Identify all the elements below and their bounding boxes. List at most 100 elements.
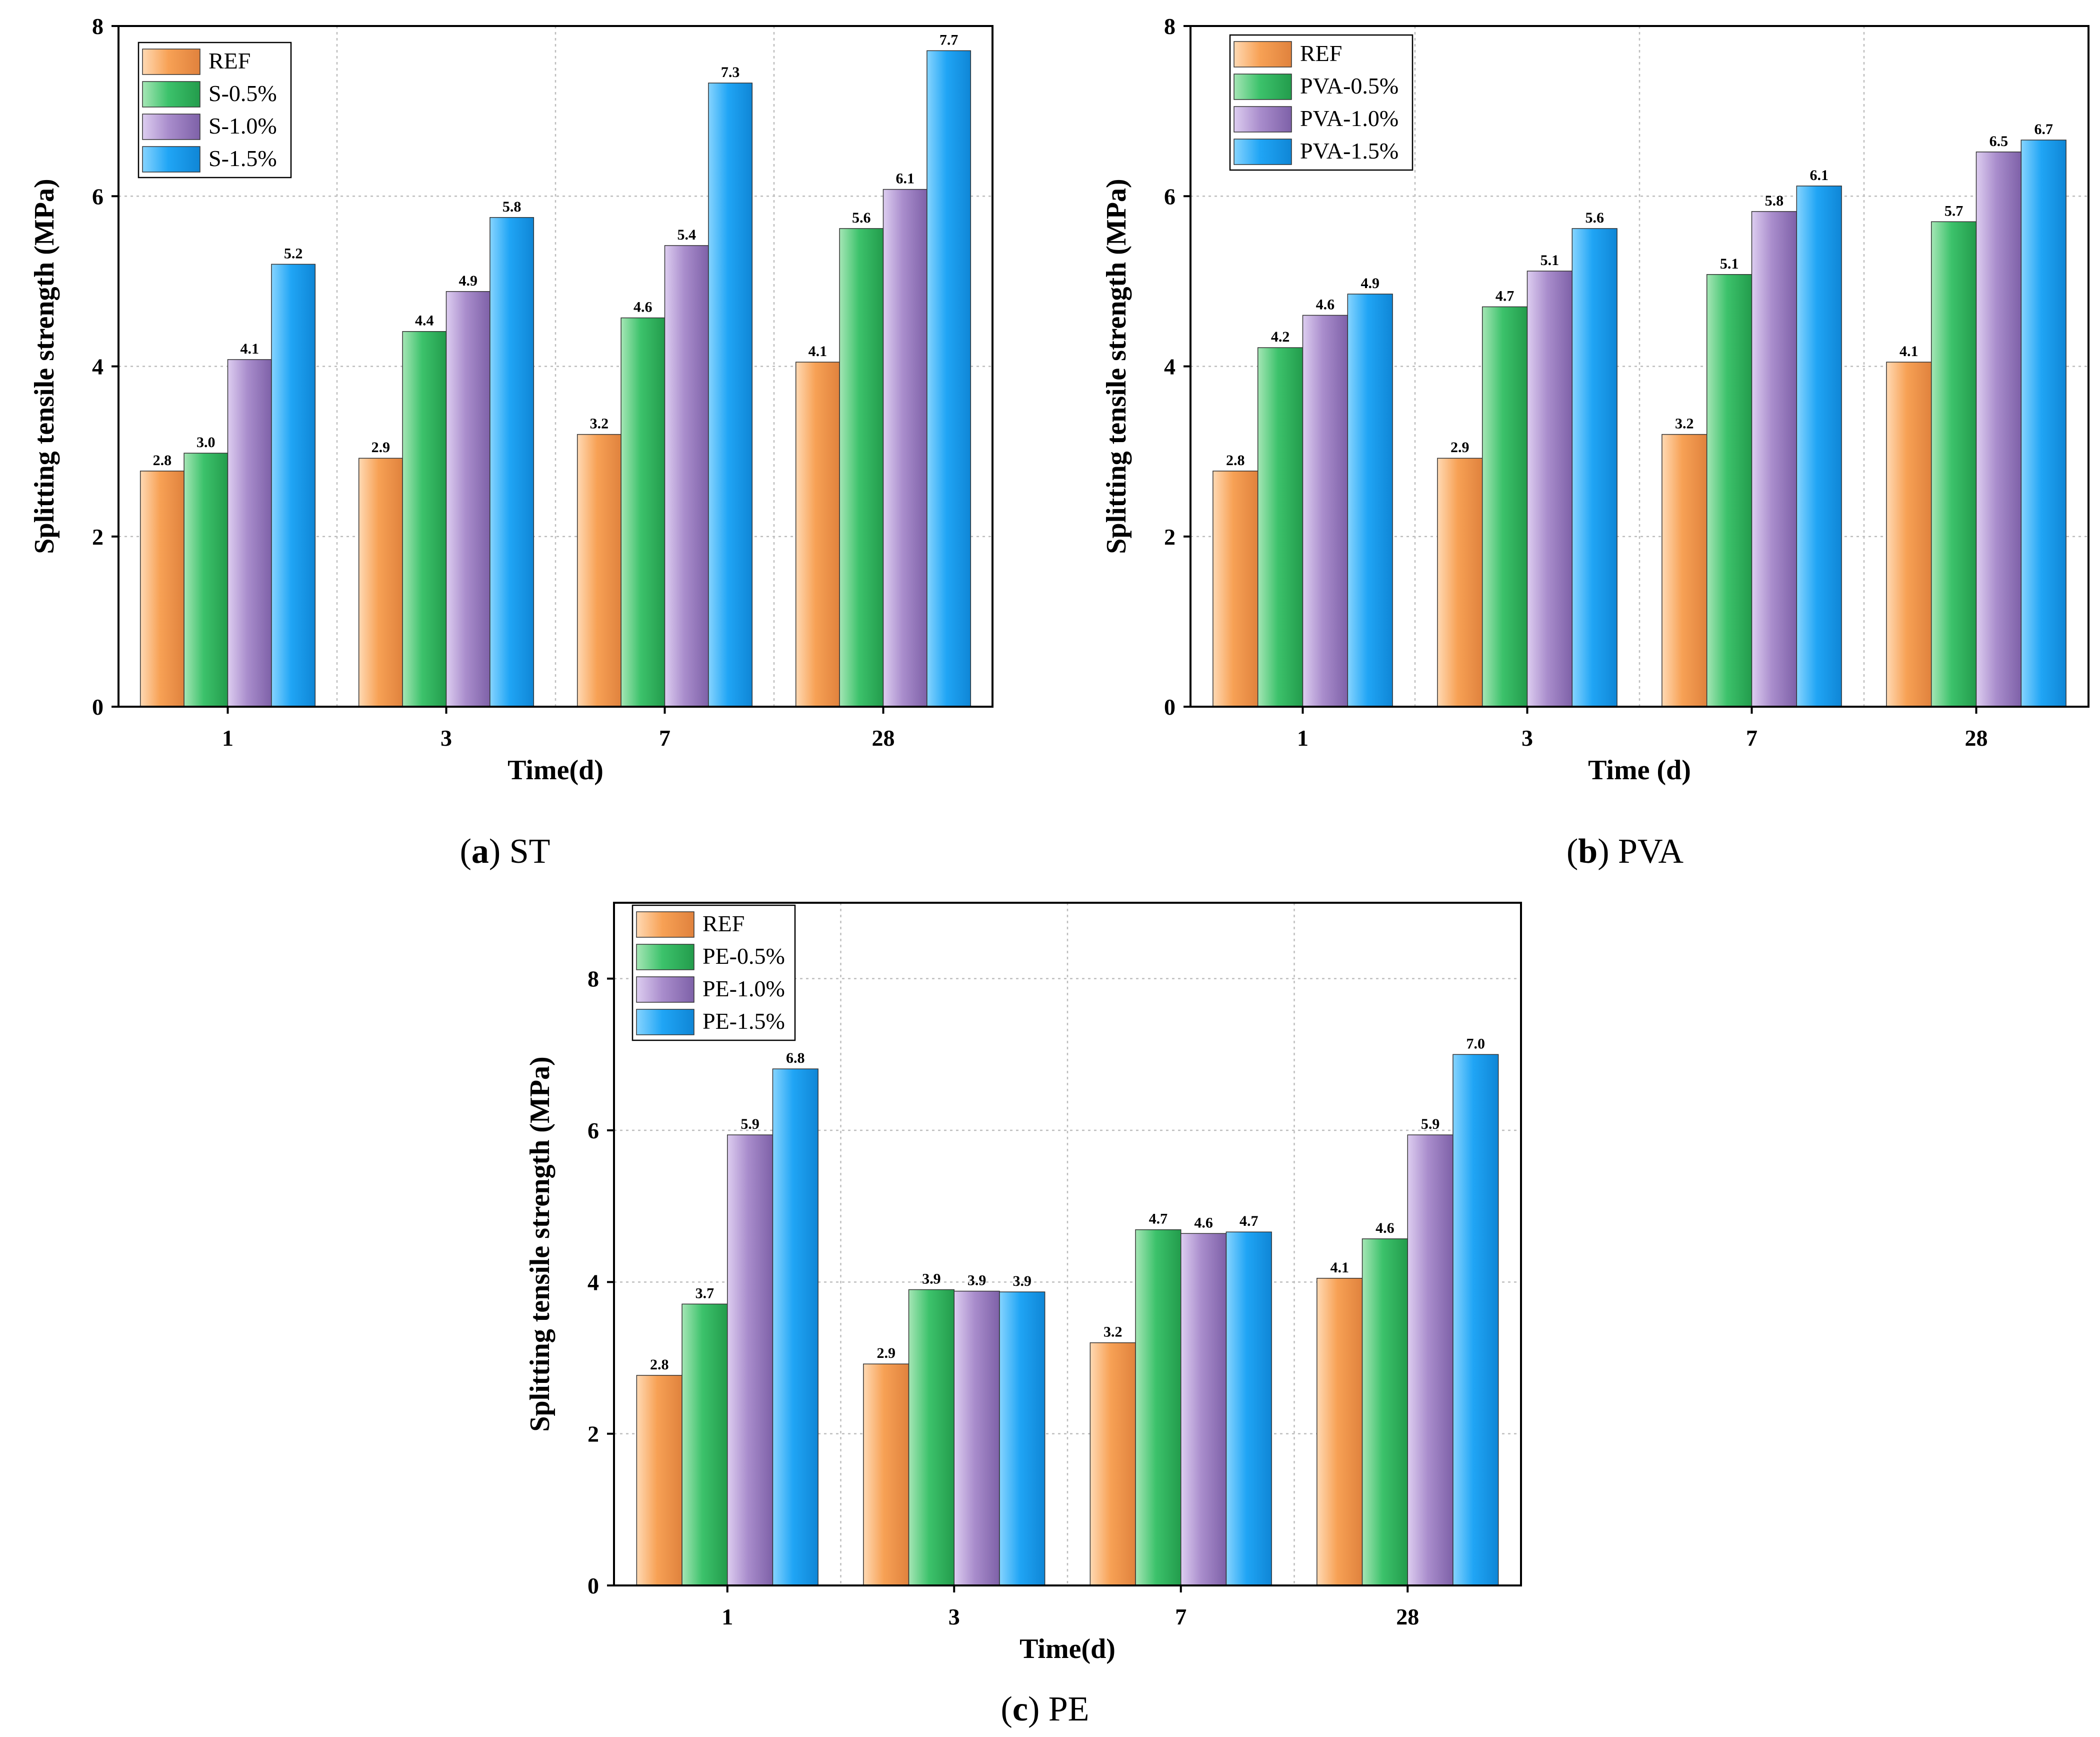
bar-PVA-0.5%-7 <box>1706 274 1752 707</box>
value-label: 4.4 <box>415 313 434 329</box>
legend-swatch <box>636 944 694 970</box>
value-label: 2.9 <box>1450 439 1470 456</box>
value-label: 4.7 <box>1496 288 1514 304</box>
legend-swatch <box>1234 41 1292 68</box>
bar-PE-1.5%-28 <box>1452 1054 1499 1586</box>
value-label: 4.9 <box>458 273 478 289</box>
caption-open: ( <box>1566 832 1578 871</box>
plot-frame <box>613 902 1522 1586</box>
y-tick-label: 2 <box>92 524 104 550</box>
bar-S-1.5%-28 <box>926 50 972 707</box>
value-label: 5.8 <box>502 199 522 215</box>
caption-text: PE <box>1040 1690 1089 1728</box>
bar-PVA-1.0%-3 <box>1526 271 1573 707</box>
x-tick-label: 3 <box>440 725 452 751</box>
bar-REF-28 <box>795 362 840 707</box>
value-label: 2.8 <box>153 452 172 469</box>
bar-PVA-1.5%-3 <box>1572 228 1618 707</box>
bar-REF-7 <box>1090 1342 1136 1586</box>
value-label: 3.2 <box>1104 1324 1122 1340</box>
bar-PE-1.0%-3 <box>954 1290 1000 1586</box>
value-label: 5.2 <box>284 245 303 262</box>
bar-S-1.0%-28 <box>882 189 928 707</box>
bar-PVA-1.5%-1 <box>1347 294 1393 707</box>
y-tick-label: 4 <box>1164 354 1176 380</box>
y-tick-label: 6 <box>92 184 104 209</box>
legend-label: PE-1.5% <box>702 1008 785 1034</box>
caption-close: ) <box>1598 832 1609 871</box>
value-label: 6.5 <box>1990 133 2008 150</box>
value-label: 2.9 <box>876 1345 896 1361</box>
bar-S-0.5%-1 <box>184 453 228 707</box>
bar-PVA-1.5%-28 <box>2020 140 2066 707</box>
caption-text: PVA <box>1610 832 1684 871</box>
bar-S-1.5%-3 <box>490 217 534 707</box>
bar-REF-3 <box>1437 458 1483 707</box>
bar-REF-3 <box>358 458 403 707</box>
x-tick-label: 7 <box>1175 1604 1186 1629</box>
value-label: 2.8 <box>1226 452 1245 469</box>
value-label: 6.1 <box>1810 167 1828 184</box>
value-label: 5.4 <box>677 227 696 243</box>
bar-REF-1 <box>1212 471 1258 707</box>
bar-PVA-0.5%-3 <box>1482 306 1528 707</box>
value-label: 4.9 <box>1360 275 1380 292</box>
value-label: 4.1 <box>808 343 828 360</box>
caption: (a) ST <box>460 832 550 871</box>
legend-label: PE-0.5% <box>702 943 785 969</box>
y-axis: 0 2 4 6 8 <box>1164 14 1190 720</box>
legend-label: S-0.5% <box>208 81 277 106</box>
value-label: 5.8 <box>1765 193 1784 209</box>
chart-c-pe: 2.8 3.7 5.9 6.8 2.9 3.9 3.9 3.9 3.2 4.7 4.6 4.7 4.1 4… <box>524 902 1522 1728</box>
chart-a-st: 2.8 3.0 4.1 5.2 2.9 4.4 4.9 5.8 3.2 4.6 5.4 7.3 4.1 5… <box>29 14 994 871</box>
bar-REF-28 <box>1886 362 1932 707</box>
y-tick-label: 8 <box>588 966 599 992</box>
y-tick-label: 6 <box>1164 184 1176 209</box>
bar-PVA-0.5%-1 <box>1257 347 1304 707</box>
bar-S-1.0%-3 <box>446 291 490 707</box>
y-tick-label: 4 <box>588 1269 599 1295</box>
legend-swatch <box>142 114 200 140</box>
y-axis: 0 2 4 6 8 <box>92 14 118 720</box>
bar-S-1.5%-1 <box>271 264 316 707</box>
bar-PE-0.5%-7 <box>1135 1229 1182 1586</box>
x-axis: 1 3 7 28 <box>722 1585 1419 1629</box>
legend-label: S-1.0% <box>208 113 277 139</box>
value-label: 4.7 <box>1149 1211 1168 1227</box>
y-tick-label: 4 <box>92 354 104 380</box>
bar-S-1.5%-7 <box>708 83 753 707</box>
value-label: 4.6 <box>634 299 652 316</box>
x-axis-title: Time (d) <box>1588 755 1691 786</box>
legend-swatch <box>142 49 200 75</box>
value-label: 4.7 <box>1240 1213 1258 1229</box>
bar-PE-1.0%-28 <box>1407 1134 1454 1586</box>
x-axis: 1 3 7 28 <box>222 707 895 751</box>
y-tick-label: 2 <box>588 1421 599 1447</box>
value-label: 5.6 <box>1585 210 1604 226</box>
caption-open: ( <box>460 832 472 871</box>
value-label: 3.9 <box>922 1271 941 1287</box>
value-label: 3.9 <box>968 1272 986 1289</box>
value-label: 3.0 <box>196 434 216 451</box>
x-axis-title: Time(d) <box>508 755 604 786</box>
caption-close: ) <box>1028 1690 1040 1728</box>
bar-PVA-1.0%-28 <box>1976 152 2022 707</box>
x-tick-label: 28 <box>872 725 895 751</box>
value-label: 2.9 <box>372 439 390 456</box>
bar-REF-1 <box>636 1375 682 1586</box>
legend-label: REF <box>702 911 744 936</box>
legend-swatch <box>142 81 200 108</box>
legend-swatch <box>1234 106 1292 133</box>
bar-PVA-1.5%-7 <box>1796 186 1842 707</box>
bar-PE-1.5%-3 <box>999 1291 1046 1586</box>
value-label: 4.1 <box>1900 343 1918 360</box>
bars: 2.8 4.2 4.6 4.9 2.9 4.7 5.1 5.6 3.2 5.1 5.8 6.1 4.1 5… <box>1212 121 2066 707</box>
value-label: 5.9 <box>740 1116 760 1132</box>
caption-letter: c <box>1012 1690 1028 1728</box>
y-axis-title: Splitting tensile strength (MPa) <box>1101 179 1132 554</box>
bars: 2.8 3.0 4.1 5.2 2.9 4.4 4.9 5.8 3.2 4.6 5.4 7.3 4.1 5… <box>140 32 972 707</box>
legend: REF S-0.5% S-1.0% S-1.5% <box>138 42 292 179</box>
bar-S-0.5%-7 <box>620 317 666 707</box>
bar-PE-1.5%-1 <box>772 1068 818 1586</box>
